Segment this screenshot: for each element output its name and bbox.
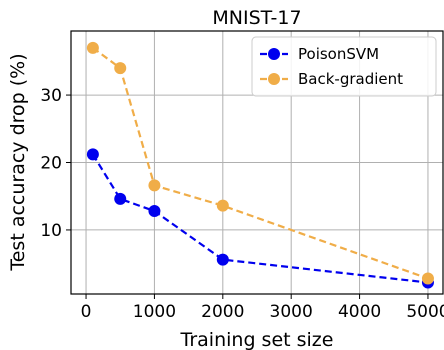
x-tick-label: 1000 [133,302,176,322]
data-point [114,62,127,75]
data-point [148,179,161,192]
x-tick-label: 3000 [270,302,313,322]
data-point [114,192,127,205]
y-tick-label: 30 [40,86,62,106]
x-tick-label: 5000 [406,302,444,322]
chart-title: MNIST-17 [212,7,301,29]
y-tick-label: 20 [40,154,62,174]
data-point [421,272,434,285]
x-tick-label: 4000 [338,302,381,322]
legend-marker [268,48,280,60]
legend-label: Back-gradient [298,70,403,88]
data-point [86,148,99,161]
x-tick-label: 0 [81,302,92,322]
data-point [86,41,99,54]
legend: PoisonSVM Back-gradient [251,36,437,97]
series-poisonsvm [86,148,434,289]
data-point [148,205,161,218]
data-point [216,253,229,266]
y-axis-label: Test accuracy drop (%) [7,53,29,271]
legend-box [251,36,437,97]
series-back-gradient [86,41,434,285]
x-axis-label: Training set size [180,329,334,350]
y-tick-label: 10 [40,221,62,241]
data-point [216,199,229,212]
ticks: 0 1000 2000 3000 4000 5000 10 20 30 [40,86,444,322]
x-tick-label: 2000 [201,302,244,322]
series-layer [86,41,434,289]
legend-marker [268,73,280,85]
legend-label: PoisonSVM [298,45,379,63]
